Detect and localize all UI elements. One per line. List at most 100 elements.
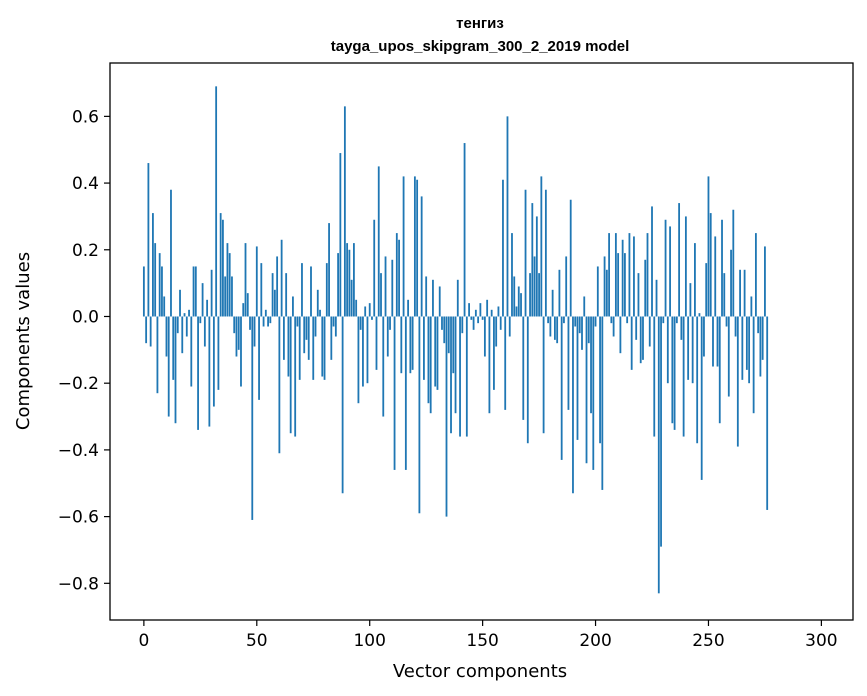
bar-87	[339, 153, 342, 317]
plot-frame	[109, 62, 854, 621]
bar-50	[255, 246, 258, 317]
bar-51	[258, 316, 260, 400]
bar-171	[529, 273, 531, 317]
bar-68	[296, 316, 299, 327]
bar-102	[373, 219, 376, 317]
bar-69	[298, 316, 301, 380]
bar-13	[172, 316, 175, 380]
x-tick-label-0: 0	[138, 631, 149, 651]
bar-137	[452, 316, 455, 374]
bar-223	[646, 233, 649, 317]
y-axis-label: Components values	[13, 252, 34, 430]
bar-78	[319, 309, 321, 317]
bar-181	[551, 289, 554, 317]
bar-73	[307, 316, 310, 360]
bar-244	[694, 243, 696, 317]
bar-264	[739, 269, 741, 317]
bar-276	[766, 316, 769, 510]
bar-206	[608, 233, 610, 317]
bar-58	[273, 289, 276, 317]
bar-165	[515, 306, 518, 317]
bar-39	[231, 276, 233, 317]
bar-85	[334, 316, 337, 337]
bar-19	[185, 316, 188, 337]
bar-92	[350, 279, 353, 317]
bar-94	[355, 299, 358, 317]
bar-55	[267, 316, 269, 327]
bar-254	[716, 316, 719, 367]
bar-121	[416, 179, 419, 317]
bar-14	[174, 316, 177, 424]
bar-153	[488, 316, 491, 414]
bar-182	[553, 316, 556, 340]
bar-230	[662, 316, 665, 324]
x-tick-label-150: 150	[466, 631, 498, 651]
bar-163	[511, 233, 513, 317]
y-tick-label-5: 0.2	[72, 241, 99, 261]
bar-257	[723, 273, 726, 317]
bar-89	[343, 106, 346, 317]
bar-240	[684, 216, 687, 317]
bar-76	[314, 316, 317, 337]
y-tick-label-2: −0.4	[58, 441, 99, 461]
bar-71	[303, 316, 306, 354]
bar-141	[461, 316, 464, 334]
bar-123	[420, 196, 423, 317]
bar-36	[224, 276, 227, 317]
bar-156	[495, 316, 498, 347]
bar-252	[712, 316, 714, 367]
bar-126	[427, 316, 430, 404]
bar-4	[152, 213, 154, 317]
bar-164	[513, 276, 516, 317]
bar-70	[301, 263, 303, 317]
bar-20	[188, 309, 190, 317]
bar-174	[535, 216, 538, 317]
bar-143	[465, 316, 468, 437]
bar-178	[544, 189, 547, 317]
bar-24	[197, 316, 199, 430]
bar-151	[483, 316, 486, 357]
bar-241	[687, 316, 690, 380]
bar-47	[249, 316, 251, 330]
chart-title: тенгиз	[456, 15, 504, 32]
bar-150	[481, 316, 484, 320]
bar-180	[549, 316, 552, 337]
bar-5	[154, 243, 157, 317]
bar-100	[368, 303, 371, 317]
x-tick-label-50: 50	[246, 631, 268, 651]
bar-200	[594, 316, 597, 327]
bar-84	[332, 316, 335, 327]
bar-38	[228, 253, 231, 317]
bar-154	[490, 309, 493, 317]
bar-98	[364, 306, 367, 317]
bar-142	[463, 143, 466, 317]
bar-176	[540, 176, 543, 317]
bar-2	[147, 163, 150, 317]
bar-54	[264, 309, 267, 317]
y-tick-label-1: −0.6	[58, 508, 99, 528]
bar-65	[289, 316, 292, 434]
y-tick-label-7: 0.6	[72, 107, 99, 127]
bar-177	[542, 316, 545, 434]
bar-166	[517, 286, 520, 317]
y-tick-label-4: 0.0	[72, 307, 99, 327]
bar-234	[671, 316, 674, 424]
bar-144	[468, 303, 470, 317]
bar-250	[707, 176, 710, 317]
bar-204	[603, 256, 606, 317]
bar-201	[596, 266, 599, 317]
bar-18	[183, 313, 186, 317]
bar-157	[497, 306, 500, 317]
bar-118	[409, 316, 412, 374]
x-tick-label-100: 100	[353, 631, 385, 651]
bar-214	[626, 316, 629, 324]
bar-135	[447, 316, 450, 354]
bar-96	[359, 316, 362, 330]
bar-66	[292, 296, 294, 317]
bar-274	[761, 316, 764, 360]
bar-205	[605, 269, 608, 317]
bar-107	[384, 256, 387, 317]
bar-215	[628, 233, 631, 317]
bar-188	[567, 316, 570, 410]
